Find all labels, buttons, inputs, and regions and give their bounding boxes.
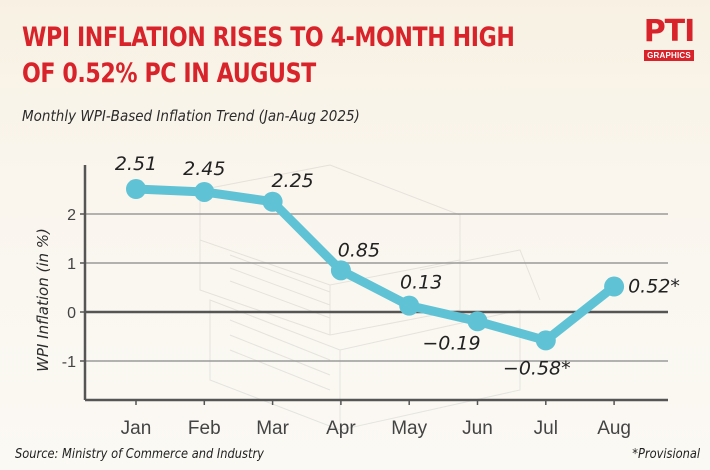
data-point-feb [194,181,215,202]
data-labels: 2.51 2.45 2.25 0.85 0.13 −0.19 −0.58* 0.52* [115,153,680,379]
data-point-aug [604,276,625,297]
x-tick-label-jul: Jul [534,418,558,439]
x-tick-label-jun: Jun [462,418,493,439]
x-tick-label-aug: Aug [597,418,631,439]
y-tick-label: -1 [62,354,76,371]
data-points [126,179,625,351]
data-label-apr: 0.85 [338,239,380,261]
currency-stack-illustration [199,164,541,431]
logo-main-text: PTI [638,16,700,48]
axes [80,165,668,405]
y-tick-label: 2 [67,207,76,224]
y-tick-label: 0 [67,305,76,322]
data-point-may [399,295,420,316]
data-label-mar: 2.25 [271,170,313,192]
chart-subtitle: Monthly WPI-Based Inflation Trend (Jan-A… [22,107,360,125]
y-tick-label: 1 [67,256,76,273]
gridlines [85,213,668,362]
source-note: Source: Ministry of Commerce and Industr… [15,447,264,462]
data-point-jul [535,330,556,351]
y-tick-labels: 2 1 0 -1 [62,207,76,371]
x-tick-labels: Jan Feb Mar Apr May Jun Jul Aug [121,418,631,439]
data-label-feb: 2.45 [183,158,225,180]
title-line-2: OF 0.52% PC IN AUGUST [22,58,316,89]
data-label-jun: −0.19 [422,332,480,354]
x-tick-label-jan: Jan [121,418,152,439]
series-polyline [131,184,619,345]
data-point-apr [330,260,351,281]
logo-sub-text: GRAPHICS [644,50,694,61]
x-tick-label-feb: Feb [188,418,221,439]
y-axis-label: WPI Inflation (in %) [34,228,52,372]
data-label-aug: 0.52* [628,276,680,298]
data-point-jan [126,179,146,200]
data-label-jul: −0.58* [503,357,571,379]
x-tick-label-may: May [391,418,427,439]
data-point-mar [262,191,283,212]
provisional-note: *Provisional [632,447,700,462]
title-line-1: WPI INFLATION RISES TO 4-MONTH HIGH [22,22,515,53]
data-label-jan: 2.51 [115,153,157,175]
data-label-may: 0.13 [400,272,442,294]
x-tick-label-mar: Mar [256,418,289,439]
pti-graphics-logo: PTI GRAPHICS [638,16,700,66]
data-point-jun [467,311,488,332]
chart-title: WPI INFLATION RISES TO 4-MONTH HIGH OF 0… [22,20,515,92]
x-tick-label-apr: Apr [326,418,356,439]
series-line [131,184,619,345]
